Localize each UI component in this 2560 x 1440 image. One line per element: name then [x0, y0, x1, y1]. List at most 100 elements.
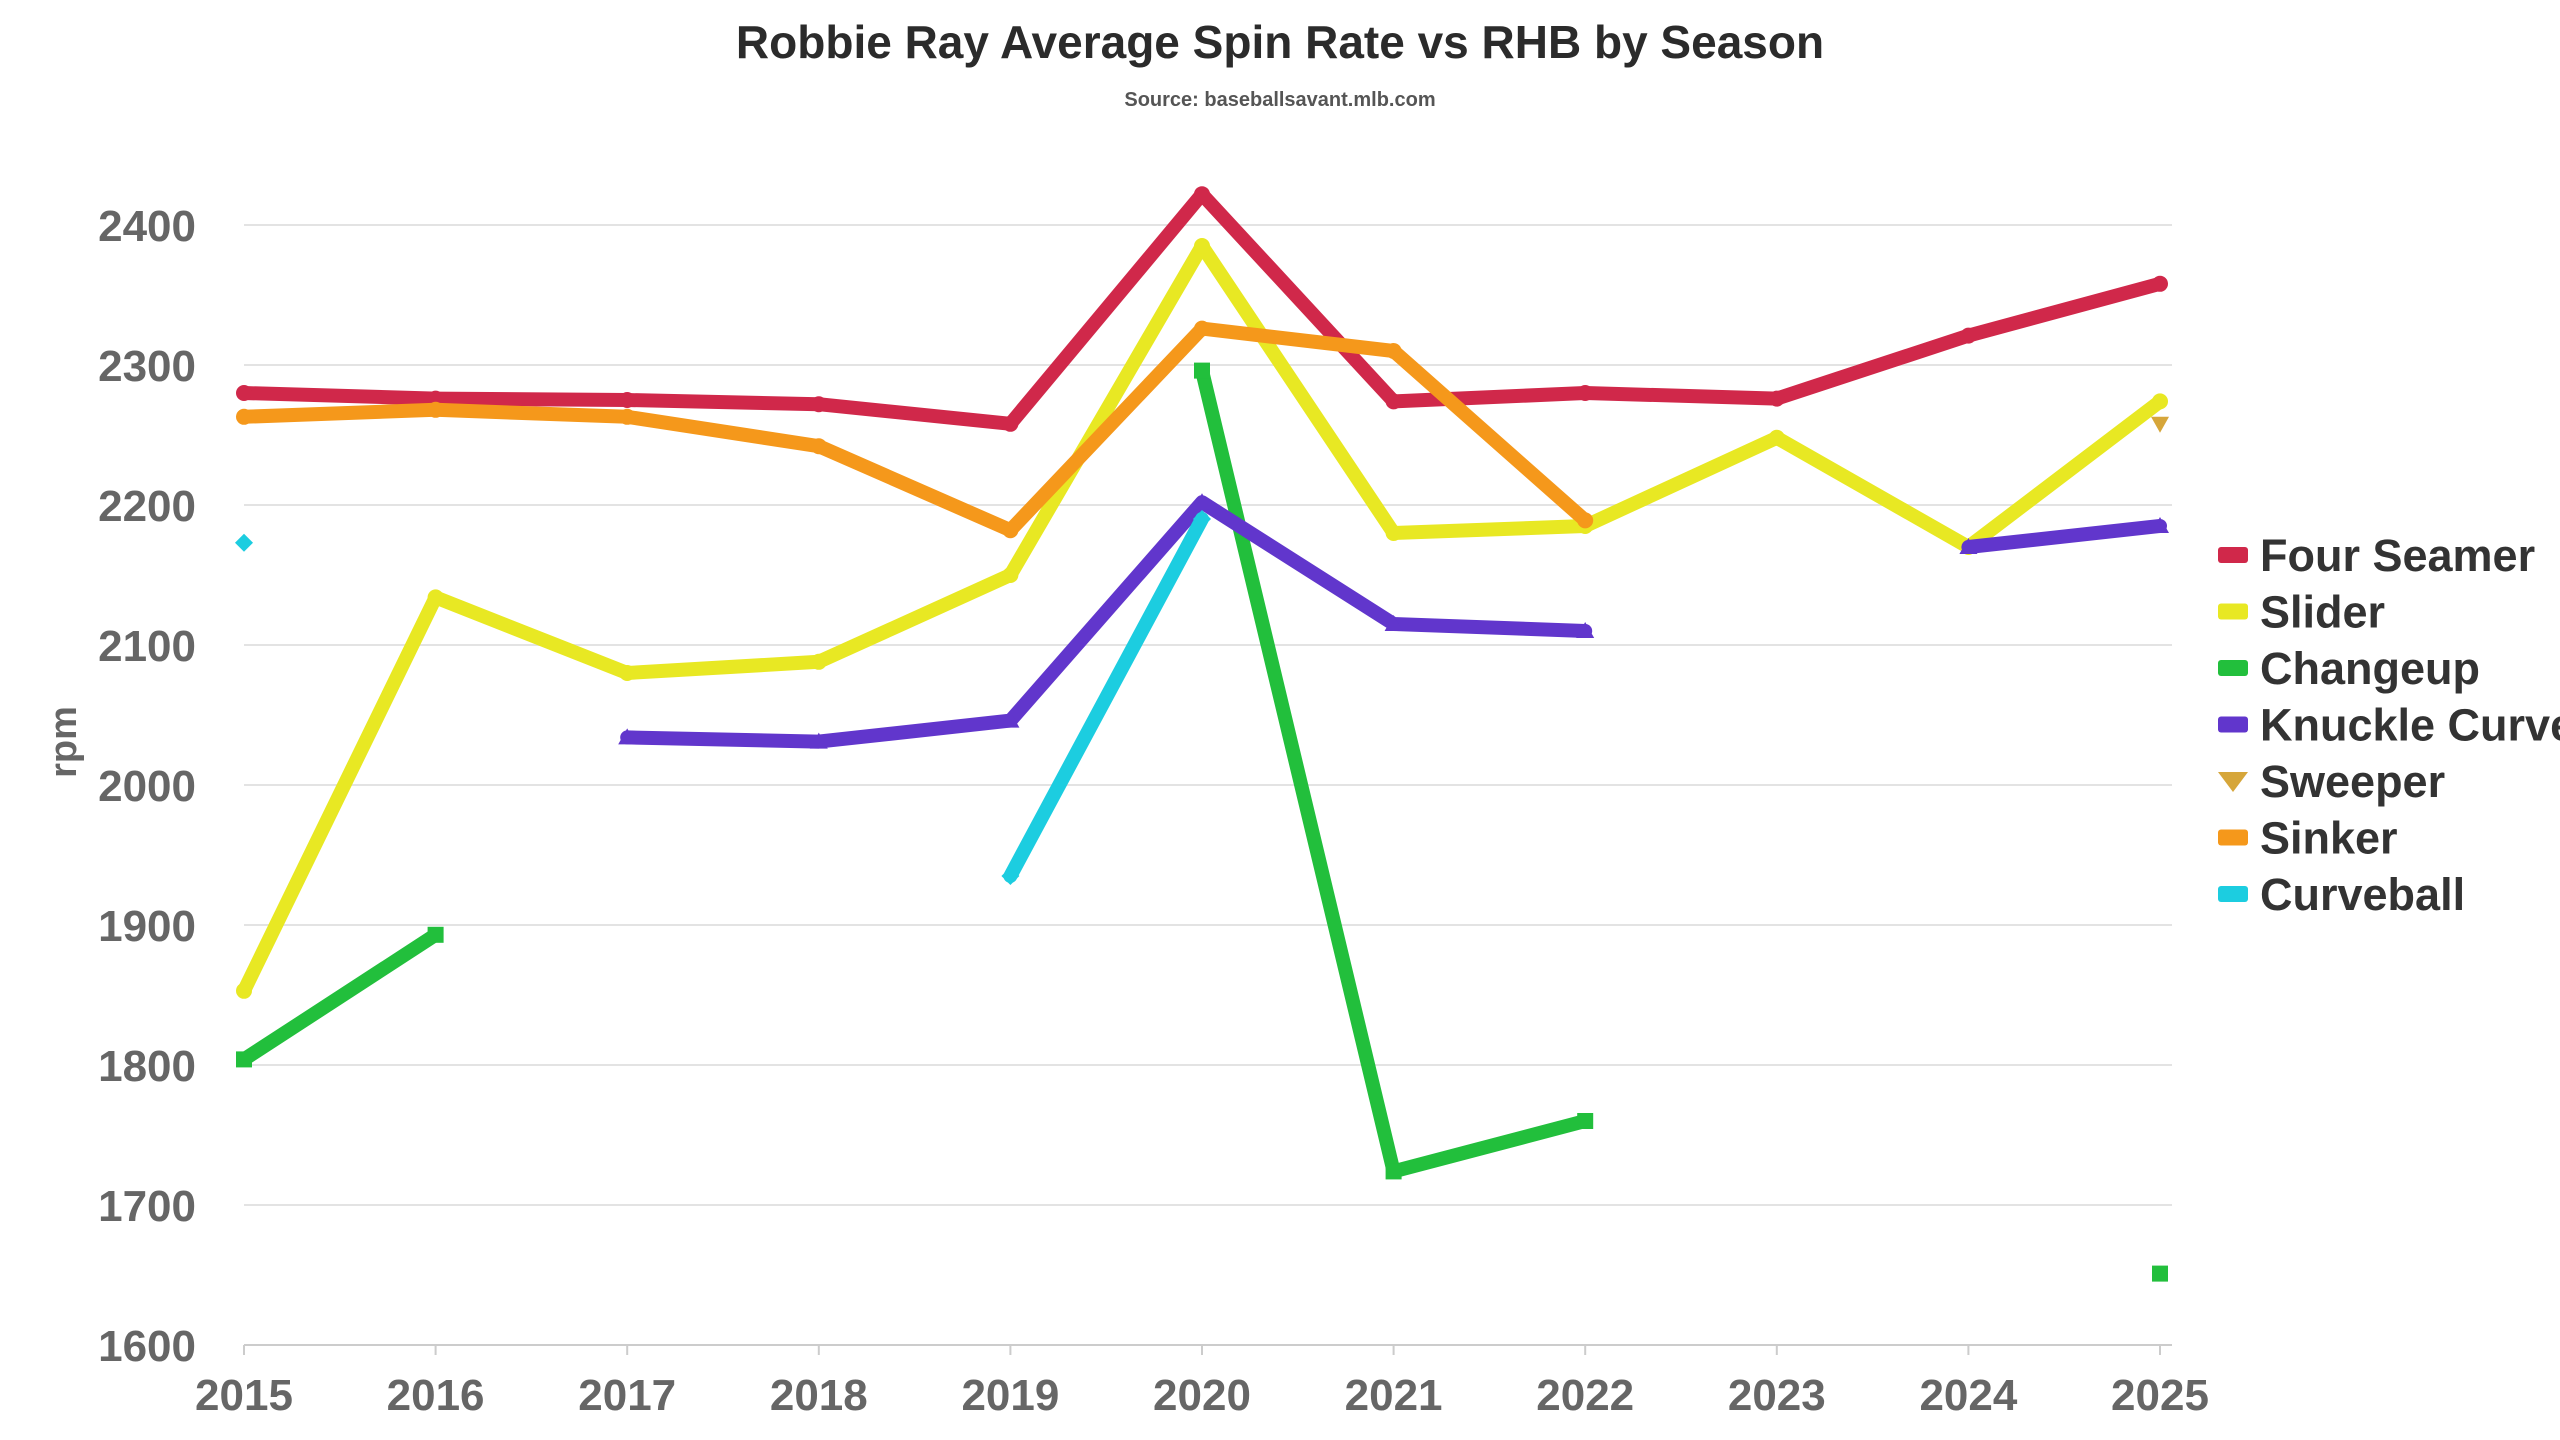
data-point-changeup-2022 [1577, 1113, 1594, 1129]
data-point-slider-2021 [1385, 525, 1402, 541]
legend-item-slider[interactable]: Slider [2218, 587, 2385, 638]
data-point-four-seamer-2025 [2152, 275, 2168, 292]
data-point-sinker-2015 [236, 408, 252, 425]
legend-label: Four Seamer [2260, 530, 2535, 581]
x-tick-label: 2018 [770, 1371, 868, 1420]
data-point-four-seamer-2015 [236, 385, 252, 401]
legend-swatch [2218, 886, 2248, 902]
data-point-four-seamer-2024 [1960, 327, 1977, 344]
x-tick-label: 2015 [195, 1371, 293, 1420]
series-line-curveball-1 [1003, 512, 1209, 883]
data-point-changeup-2021 [1385, 1163, 1402, 1180]
data-point-curveball-2015 [235, 533, 253, 552]
legend-item-curveball[interactable]: Curveball [2218, 869, 2465, 920]
legend-swatch [2218, 829, 2248, 846]
y-tick-label: 1700 [98, 1182, 196, 1231]
series-slider [236, 238, 2168, 999]
data-point-changeup-2015 [236, 1051, 252, 1068]
y-tick-label: 2200 [98, 482, 196, 531]
legend-label: Sweeper [2260, 756, 2445, 807]
x-tick-label: 2024 [1919, 1371, 2017, 1420]
series-curveball [235, 510, 1211, 885]
data-point-changeup-2016 [427, 926, 444, 943]
legend-item-sinker[interactable]: Sinker [2218, 813, 2398, 864]
data-point-changeup-2025 [2152, 1265, 2168, 1282]
x-tick-label: 2022 [1536, 1371, 1634, 1420]
series-line-changeup-1 [1195, 363, 1593, 1179]
data-point-slider-2023 [1768, 429, 1785, 446]
x-tick-label: 2025 [2111, 1371, 2209, 1420]
series-line-sinker-0 [237, 321, 1593, 538]
data-point-knuckle-curve-2017 [618, 728, 637, 745]
data-point-four-seamer-2022 [1577, 385, 1594, 401]
data-point-changeup-2020 [1194, 362, 1210, 379]
data-point-knuckle-curve-2025 [2151, 517, 2169, 533]
data-point-sinker-2021 [1385, 343, 1402, 359]
series-changeup [236, 362, 2168, 1282]
data-point-knuckle-curve-2018 [809, 732, 828, 749]
data-point-four-seamer-2019 [1002, 415, 1019, 432]
legend-swatch [2218, 660, 2248, 676]
y-tick-label: 1800 [98, 1042, 196, 1091]
data-point-sweeper-2025 [2151, 416, 2169, 433]
y-tick-label: 1900 [98, 902, 196, 951]
legend-swatch [2218, 716, 2248, 733]
series-sweeper [2151, 416, 2169, 433]
series-knuckle-curve [618, 493, 2169, 749]
legend-item-knuckle-curve[interactable]: Knuckle Curve [2218, 700, 2560, 751]
legend-item-sweeper[interactable]: Sweeper [2218, 756, 2445, 807]
series-four-seamer [236, 186, 2168, 432]
y-axis-title: rpm [43, 706, 85, 778]
legend-swatch [2218, 603, 2248, 620]
data-point-four-seamer-2020 [1194, 186, 1210, 203]
data-point-sinker-2017 [619, 408, 636, 425]
legend-item-four-seamer[interactable]: Four Seamer [2218, 530, 2535, 581]
legend-swatch [2218, 547, 2248, 563]
data-point-sinker-2022 [1577, 512, 1594, 529]
data-point-slider-2015 [236, 982, 252, 999]
legend-label: Curveball [2260, 869, 2465, 920]
data-point-four-seamer-2021 [1385, 393, 1402, 410]
data-point-sinker-2018 [810, 438, 827, 455]
data-point-knuckle-curve-2022 [1576, 622, 1595, 638]
data-point-sinker-2016 [427, 401, 444, 418]
y-tick-label: 2300 [98, 342, 196, 391]
series-group [235, 186, 2169, 1282]
y-tick-label: 2000 [98, 762, 196, 811]
series-line-slider-0 [237, 239, 2167, 998]
series-sinker [236, 320, 1594, 539]
x-tick-label: 2016 [387, 1371, 485, 1420]
data-point-four-seamer-2018 [810, 396, 827, 413]
data-point-knuckle-curve-2020 [1193, 493, 1211, 510]
x-tick-label: 2020 [1153, 1371, 1251, 1420]
y-tick-label: 2100 [98, 622, 196, 671]
x-tick-label: 2023 [1728, 1371, 1826, 1420]
axes: 1600 1700 1800 1900 2000 2100 2200 2300 2400 2015… [98, 202, 2209, 1420]
data-point-slider-2020 [1194, 238, 1210, 254]
data-point-sinker-2020 [1194, 320, 1210, 337]
data-point-slider-2018 [810, 653, 827, 670]
data-point-knuckle-curve-2019 [1001, 711, 1020, 728]
legend-label: Slider [2260, 587, 2385, 638]
chart-subtitle: Source: baseballsavant.mlb.com [1124, 89, 1435, 111]
legend-label: Knuckle Curve [2260, 700, 2560, 751]
data-point-knuckle-curve-2021 [1384, 615, 1403, 631]
x-tick-label: 2017 [578, 1371, 676, 1420]
data-point-curveball-2020 [1193, 510, 1211, 528]
data-point-four-seamer-2016 [427, 390, 444, 407]
x-tick-label: 2019 [961, 1371, 1059, 1420]
y-tick-label: 1600 [98, 1322, 196, 1371]
chart-title: Robbie Ray Average Spin Rate vs RHB by S… [736, 16, 1824, 68]
data-point-four-seamer-2017 [619, 392, 636, 408]
data-point-slider-2017 [619, 665, 636, 681]
series-line-changeup-0 [237, 927, 443, 1067]
x-tick-label: 2021 [1345, 1371, 1443, 1420]
legend-swatch [2218, 772, 2248, 792]
series-line-knuckle-curve-1 [1961, 519, 2167, 554]
series-line-knuckle-curve-0 [620, 495, 1593, 749]
legend-label: Changeup [2260, 643, 2480, 694]
legend-item-changeup[interactable]: Changeup [2218, 643, 2480, 694]
